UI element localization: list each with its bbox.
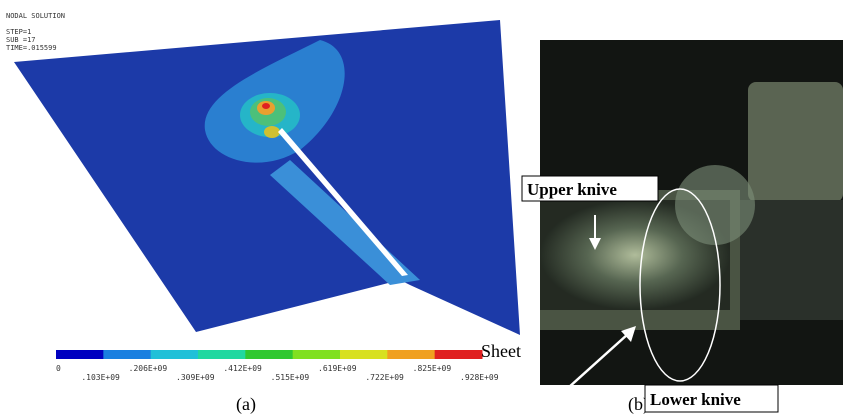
header-line: STEP=1 <box>6 28 31 36</box>
colorbar-label: .309E+09 <box>176 373 215 382</box>
photo <box>540 40 843 388</box>
lower-label: Lower knive <box>650 390 741 409</box>
colorbar-segment <box>151 350 199 359</box>
sheet-label: Sheet <box>481 341 521 361</box>
colorbar: 0 .103E+09 .206E+09 .309E+09 .412E+09 .515E+0… <box>56 350 499 382</box>
caption: (a) <box>236 394 256 415</box>
colorbar-segment <box>435 350 483 359</box>
colorbar-segment <box>198 350 246 359</box>
colorbar-segment <box>56 350 104 359</box>
header-line: SUB =17 <box>6 36 36 44</box>
figure: NODAL SOLUTION STEP=1 SUB =17 TIME=.0155… <box>0 0 843 416</box>
colorbar-segment <box>293 350 341 359</box>
colorbar-segment <box>245 350 293 359</box>
colorbar-label: .206E+09 <box>129 364 168 373</box>
upper-label: Upper knive <box>527 180 617 199</box>
colorbar-label: .722E+09 <box>365 373 404 382</box>
colorbar-label: .825E+09 <box>413 364 452 373</box>
colorbar-label: .515E+09 <box>271 373 310 382</box>
colorbar-label: 0 <box>56 364 61 373</box>
colorbar-label: .928E+09 <box>460 373 499 382</box>
colorbar-segment <box>387 350 435 359</box>
stress-zone <box>264 126 280 138</box>
colorbar-label: .103E+09 <box>81 373 120 382</box>
colorbar-label: .412E+09 <box>223 364 262 373</box>
header-line: NODAL SOLUTION <box>6 12 65 20</box>
stress-zone <box>262 103 270 109</box>
fe-plot: NODAL SOLUTION STEP=1 SUB =17 TIME=.0155… <box>6 12 520 335</box>
colorbar-label: .619E+09 <box>318 364 357 373</box>
header-line: TIME=.015599 <box>6 44 57 52</box>
colorbar-segment <box>340 350 388 359</box>
colorbar-segment <box>103 350 151 359</box>
